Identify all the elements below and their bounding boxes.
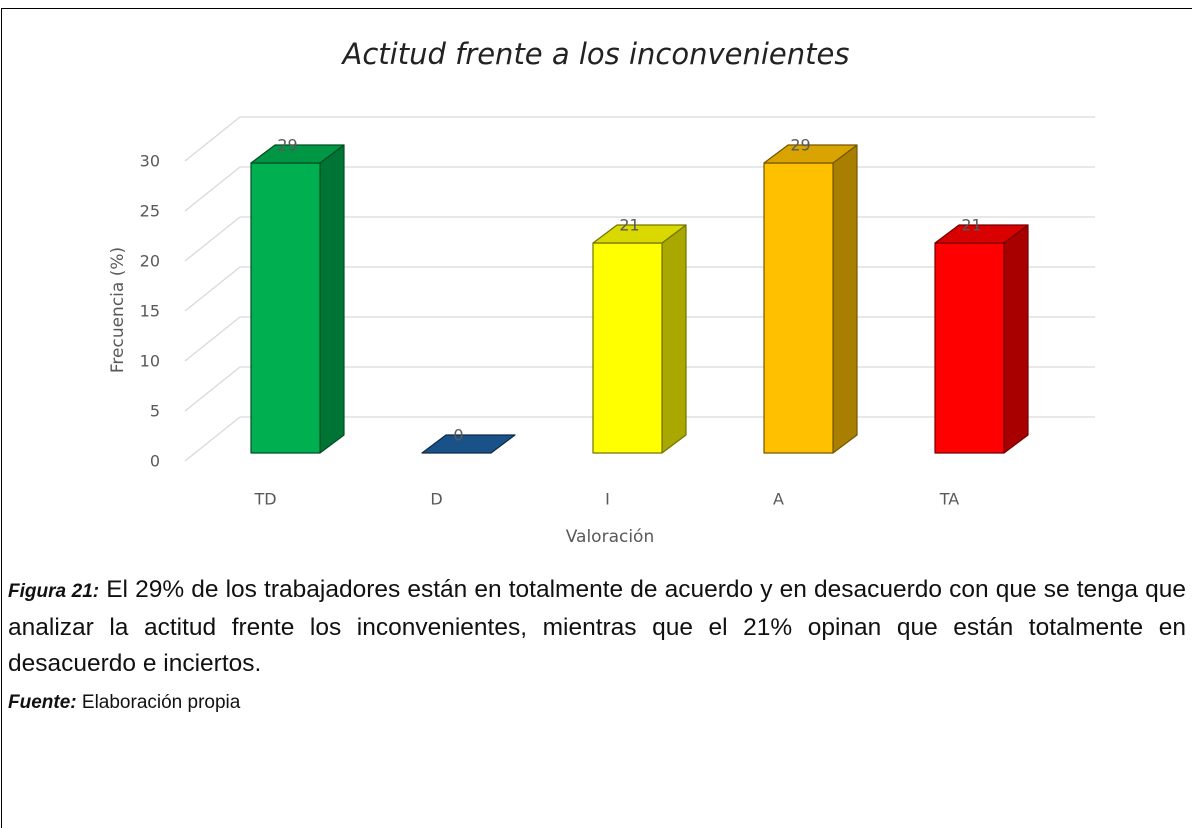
bar-top [592,224,687,244]
bar-side [1003,224,1029,454]
caption-text: El 29% de los trabajadores están en tota… [8,576,1186,677]
bar-front [763,162,834,454]
bar-front [250,162,321,454]
bar-top [421,434,516,454]
x-tick-label: TD [253,490,276,509]
x-tick-label: D [430,490,442,509]
data-label: 29 [277,136,297,155]
caption-label: Figura 21: [8,581,100,602]
y-tick-label: 25 [140,202,160,221]
data-label: 21 [961,216,981,235]
grid-line [184,116,1095,162]
bar [763,144,858,454]
y-tick-label: 30 [140,152,160,171]
bar [421,434,516,454]
chart-title: Actitud frente a los inconvenientes [341,37,850,71]
data-label: 21 [619,216,639,235]
x-tick-label: A [773,490,784,509]
bar-front [934,242,1005,454]
x-tick-label: I [605,490,610,509]
bar-top [934,224,1029,244]
bar-side [832,144,858,454]
document-frame [1,8,1192,828]
y-tick-label: 20 [140,252,160,271]
x-axis-label: Valoración [566,527,655,547]
y-tick-label: 10 [140,352,160,371]
bar-top [763,144,858,164]
y-tick-label: 5 [150,402,160,421]
data-label: 29 [790,136,810,155]
y-axis-label: Frecuencia (%) [108,247,128,373]
source: Fuente: Elaboración propia [8,692,240,714]
bar-top [250,144,345,164]
y-tick-label: 15 [140,302,160,321]
source-text: Elaboración propia [81,692,241,713]
data-label: 0 [453,426,463,445]
bar [250,144,345,454]
bar-side [661,224,687,454]
caption: Figura 21: El 29% de los trabajadores es… [8,572,1186,682]
chart: Actitud frente a los inconvenientes Valo… [108,37,1095,547]
x-tick-label: TA [939,490,960,509]
bar-front [592,242,663,454]
y-tick-label: 0 [150,452,160,471]
bar [934,224,1029,454]
bar-side [319,144,345,454]
source-label: Fuente: [8,692,77,713]
bar [592,224,687,454]
